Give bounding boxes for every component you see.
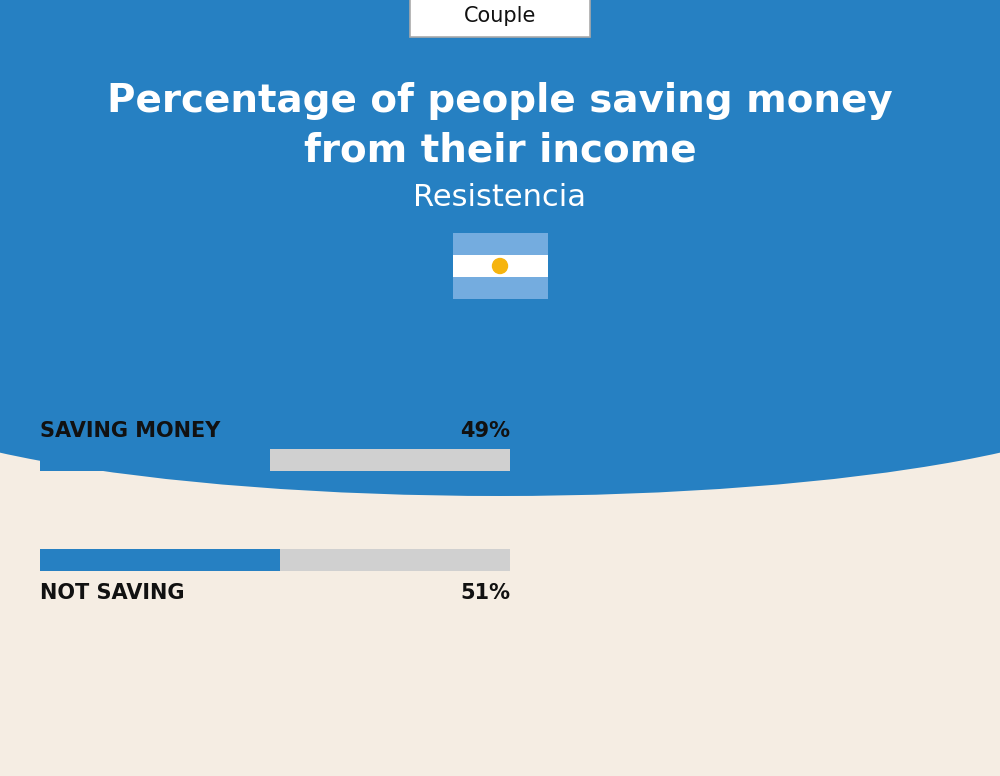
Text: 51%: 51% <box>460 583 510 603</box>
FancyBboxPatch shape <box>410 0 590 37</box>
Text: Couple: Couple <box>464 6 536 26</box>
Bar <box>40 449 510 471</box>
Text: 49%: 49% <box>460 421 510 441</box>
Text: Percentage of people saving money: Percentage of people saving money <box>107 82 893 120</box>
Ellipse shape <box>0 256 1000 496</box>
Text: NOT SAVING: NOT SAVING <box>40 583 184 603</box>
Bar <box>453 234 548 255</box>
Bar <box>40 449 270 471</box>
Text: SAVING MONEY: SAVING MONEY <box>40 421 220 441</box>
Bar <box>453 277 548 299</box>
Bar <box>40 549 510 571</box>
Bar <box>40 549 280 571</box>
Circle shape <box>492 258 508 273</box>
Bar <box>453 255 548 277</box>
Bar <box>0 0 1000 376</box>
Text: from their income: from their income <box>304 132 696 170</box>
Text: Resistencia: Resistencia <box>414 183 586 213</box>
